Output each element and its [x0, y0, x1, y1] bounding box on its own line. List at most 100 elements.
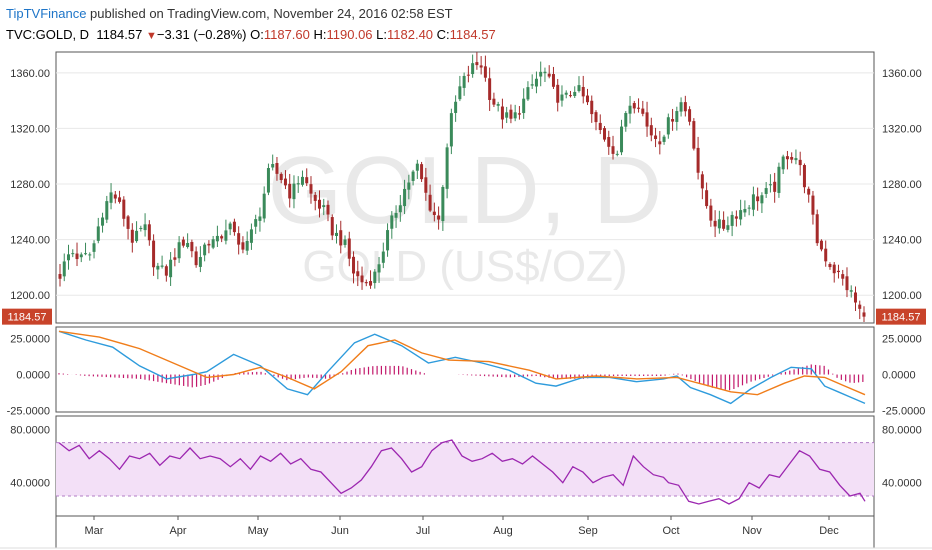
- candle[interactable]: [517, 106, 521, 120]
- candle[interactable]: [807, 186, 811, 203]
- candle[interactable]: [628, 95, 632, 124]
- candle[interactable]: [802, 163, 806, 194]
- candle[interactable]: [135, 221, 139, 243]
- candle[interactable]: [194, 246, 198, 268]
- candle[interactable]: [556, 78, 560, 112]
- candle[interactable]: [300, 170, 304, 187]
- candle[interactable]: [147, 220, 151, 246]
- candle[interactable]: [790, 152, 794, 164]
- candle[interactable]: [211, 235, 215, 250]
- candle[interactable]: [611, 135, 615, 160]
- signal-line[interactable]: [58, 330, 866, 396]
- candle[interactable]: [449, 108, 453, 155]
- candle[interactable]: [658, 131, 662, 155]
- candle[interactable]: [858, 300, 862, 320]
- candle[interactable]: [198, 246, 202, 273]
- candle[interactable]: [245, 231, 249, 255]
- candle[interactable]: [581, 75, 585, 104]
- candle[interactable]: [734, 210, 738, 227]
- candle[interactable]: [624, 111, 628, 132]
- candle[interactable]: [564, 90, 568, 99]
- candle[interactable]: [207, 240, 211, 254]
- candle[interactable]: [305, 168, 309, 187]
- candle[interactable]: [415, 159, 419, 180]
- candle[interactable]: [203, 242, 207, 262]
- candle[interactable]: [466, 65, 470, 83]
- candle[interactable]: [551, 66, 555, 90]
- candle[interactable]: [832, 262, 836, 283]
- candle[interactable]: [347, 231, 351, 267]
- candle[interactable]: [458, 75, 462, 102]
- candle[interactable]: [369, 270, 373, 289]
- candle[interactable]: [454, 95, 458, 122]
- candle[interactable]: [756, 187, 760, 211]
- candle[interactable]: [722, 211, 726, 231]
- candle[interactable]: [764, 181, 768, 198]
- candle[interactable]: [215, 225, 219, 248]
- candle[interactable]: [109, 183, 113, 210]
- candle[interactable]: [539, 61, 543, 87]
- candle[interactable]: [317, 190, 321, 218]
- candle[interactable]: [309, 176, 313, 204]
- candle[interactable]: [254, 214, 258, 234]
- candle[interactable]: [836, 264, 840, 279]
- candle[interactable]: [717, 210, 721, 234]
- candle[interactable]: [139, 225, 143, 232]
- candle[interactable]: [500, 98, 504, 129]
- candle[interactable]: [241, 236, 245, 254]
- candle[interactable]: [118, 190, 122, 204]
- candle[interactable]: [181, 236, 185, 248]
- candle[interactable]: [505, 106, 509, 124]
- candle[interactable]: [296, 176, 300, 193]
- candle[interactable]: [509, 104, 513, 124]
- candle[interactable]: [122, 196, 126, 227]
- candle[interactable]: [577, 76, 581, 93]
- candle[interactable]: [513, 104, 517, 122]
- candle[interactable]: [364, 279, 368, 287]
- candle[interactable]: [220, 234, 224, 243]
- candle[interactable]: [594, 110, 598, 131]
- candle[interactable]: [169, 252, 173, 286]
- candle[interactable]: [356, 260, 360, 287]
- candle[interactable]: [713, 210, 717, 238]
- candle[interactable]: [420, 161, 424, 182]
- candle[interactable]: [649, 117, 653, 142]
- candle[interactable]: [79, 252, 83, 263]
- candle[interactable]: [828, 262, 832, 270]
- candle[interactable]: [403, 179, 407, 215]
- candle[interactable]: [279, 172, 283, 184]
- trading-chart[interactable]: GOLD, D GOLD (US$/OZ) 1360.00 1360.00 1320…: [0, 48, 932, 550]
- candle[interactable]: [824, 240, 828, 267]
- candle[interactable]: [666, 113, 670, 139]
- candle[interactable]: [683, 95, 687, 117]
- candle[interactable]: [845, 267, 849, 298]
- candle[interactable]: [160, 255, 164, 269]
- candle[interactable]: [441, 185, 445, 231]
- candle[interactable]: [768, 174, 772, 193]
- candle[interactable]: [462, 72, 466, 96]
- candle[interactable]: [853, 286, 857, 312]
- candle[interactable]: [330, 214, 334, 241]
- candle[interactable]: [849, 285, 853, 298]
- candle[interactable]: [390, 211, 394, 239]
- candle[interactable]: [105, 195, 109, 224]
- candle[interactable]: [326, 200, 330, 222]
- candle[interactable]: [496, 101, 500, 112]
- candle[interactable]: [739, 199, 743, 226]
- candle[interactable]: [339, 220, 343, 254]
- candle[interactable]: [373, 269, 377, 289]
- candle[interactable]: [62, 253, 66, 282]
- candle[interactable]: [747, 204, 751, 216]
- candle[interactable]: [530, 74, 534, 89]
- candle[interactable]: [522, 88, 526, 119]
- rsi-pane[interactable]: 80.0000 80.0000 40.0000 40.0000: [10, 424, 922, 505]
- candle[interactable]: [143, 213, 147, 237]
- candle[interactable]: [688, 106, 692, 126]
- candle[interactable]: [71, 249, 75, 258]
- candle[interactable]: [377, 257, 381, 283]
- candle[interactable]: [164, 264, 168, 282]
- candle[interactable]: [130, 223, 134, 253]
- candle[interactable]: [113, 190, 117, 204]
- candle[interactable]: [726, 216, 730, 233]
- candle[interactable]: [560, 85, 564, 107]
